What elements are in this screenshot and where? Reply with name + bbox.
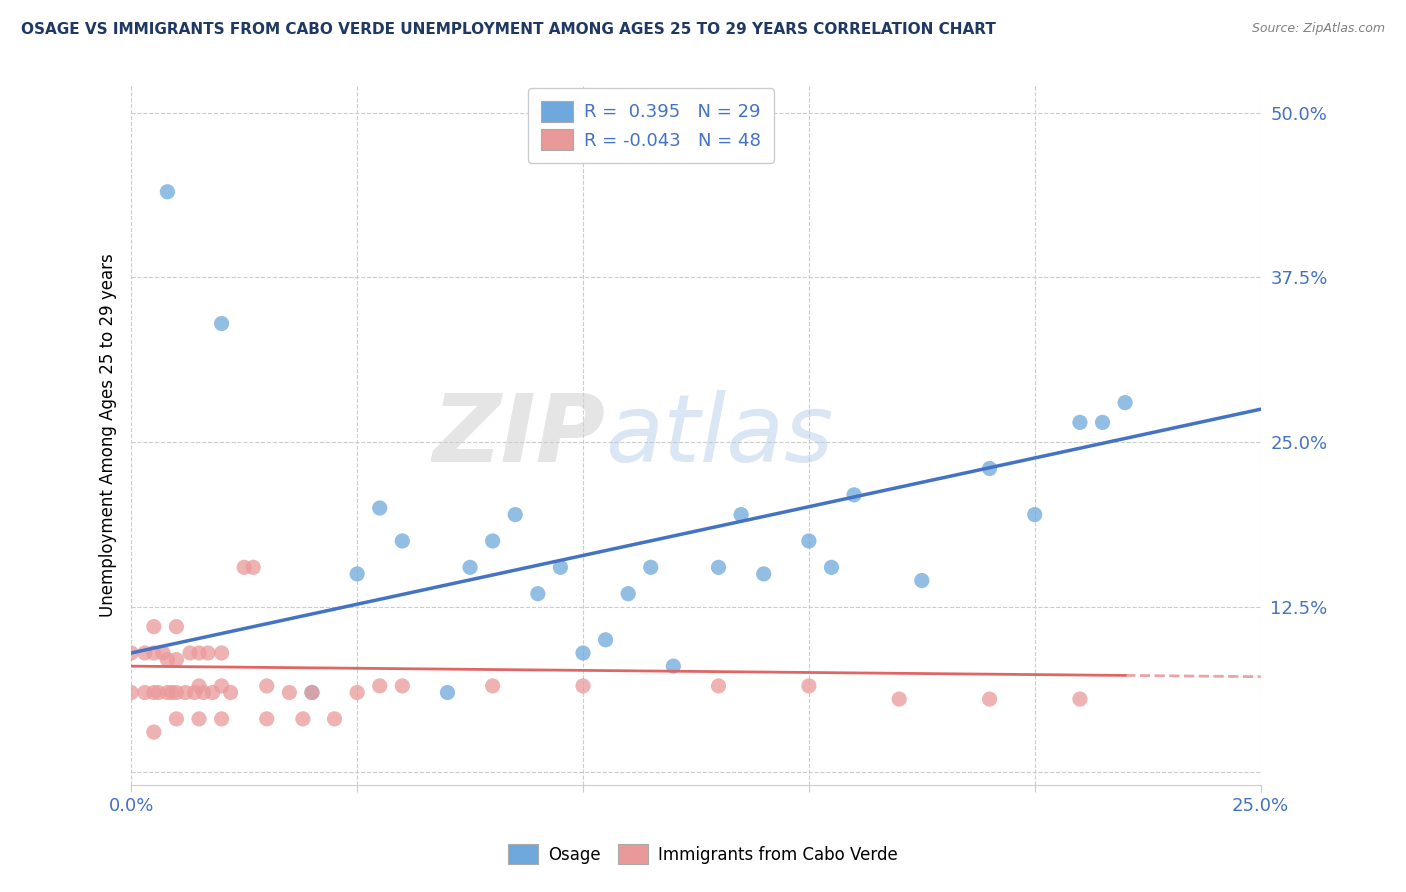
Point [165, 619, 187, 633]
Point [201, 685, 224, 699]
Point [730, 508, 752, 522]
Text: ZIP: ZIP [433, 390, 606, 482]
Point [481, 533, 503, 548]
Point [301, 685, 323, 699]
Y-axis label: Unemployment Among Ages 25 to 29 years: Unemployment Among Ages 25 to 29 years [100, 253, 117, 617]
Point [291, 712, 314, 726]
Point [160, 685, 183, 699]
Point [1069, 692, 1091, 706]
Point [142, 646, 165, 660]
Point [572, 646, 595, 660]
Point [211, 646, 233, 660]
Text: Source: ZipAtlas.com: Source: ZipAtlas.com [1251, 22, 1385, 36]
Point [368, 501, 391, 516]
Point [120, 646, 142, 660]
Point [911, 574, 934, 588]
Point [820, 560, 842, 574]
Point [323, 712, 346, 726]
Point [120, 685, 142, 699]
Point [617, 587, 640, 601]
Point [550, 560, 572, 574]
Point [797, 533, 820, 548]
Point [346, 685, 368, 699]
Point [527, 587, 550, 601]
Point [797, 679, 820, 693]
Point [301, 685, 323, 699]
Point [211, 317, 233, 331]
Point [211, 679, 233, 693]
Text: atlas: atlas [606, 390, 834, 481]
Point [481, 679, 503, 693]
Point [503, 508, 526, 522]
Point [752, 566, 775, 581]
Point [979, 461, 1001, 475]
Point [142, 619, 165, 633]
Point [391, 679, 413, 693]
Point [458, 560, 481, 574]
Point [134, 685, 156, 699]
Point [662, 659, 685, 673]
Point [595, 632, 617, 647]
Point [256, 679, 278, 693]
Point [165, 685, 187, 699]
Point [278, 685, 301, 699]
Point [156, 685, 179, 699]
Point [156, 652, 179, 666]
Point [165, 652, 187, 666]
Point [193, 685, 215, 699]
Text: OSAGE VS IMMIGRANTS FROM CABO VERDE UNEMPLOYMENT AMONG AGES 25 TO 29 YEARS CORRE: OSAGE VS IMMIGRANTS FROM CABO VERDE UNEM… [21, 22, 995, 37]
Point [1091, 416, 1114, 430]
Point [188, 679, 211, 693]
Point [152, 646, 174, 660]
Legend: R =  0.395   N = 29, R = -0.043   N = 48: R = 0.395 N = 29, R = -0.043 N = 48 [529, 88, 773, 162]
Point [233, 560, 256, 574]
Legend: Osage, Immigrants from Cabo Verde: Osage, Immigrants from Cabo Verde [502, 838, 904, 871]
Point [179, 646, 201, 660]
Point [640, 560, 662, 574]
Point [842, 488, 865, 502]
Point [188, 646, 211, 660]
Point [346, 566, 368, 581]
Point [211, 712, 233, 726]
Point [707, 679, 730, 693]
Point [572, 679, 595, 693]
Point [219, 685, 242, 699]
Point [174, 685, 197, 699]
Point [197, 646, 219, 660]
Point [165, 712, 187, 726]
Point [148, 685, 170, 699]
Point [436, 685, 458, 699]
Point [707, 560, 730, 574]
Point [134, 646, 156, 660]
Point [156, 185, 179, 199]
Point [1069, 416, 1091, 430]
Point [1024, 508, 1046, 522]
Point [368, 679, 391, 693]
Point [242, 560, 264, 574]
Point [256, 712, 278, 726]
Point [889, 692, 911, 706]
Point [188, 712, 211, 726]
Point [979, 692, 1001, 706]
Point [142, 725, 165, 739]
Point [391, 533, 413, 548]
Point [142, 685, 165, 699]
Point [1114, 395, 1136, 409]
Point [183, 685, 205, 699]
